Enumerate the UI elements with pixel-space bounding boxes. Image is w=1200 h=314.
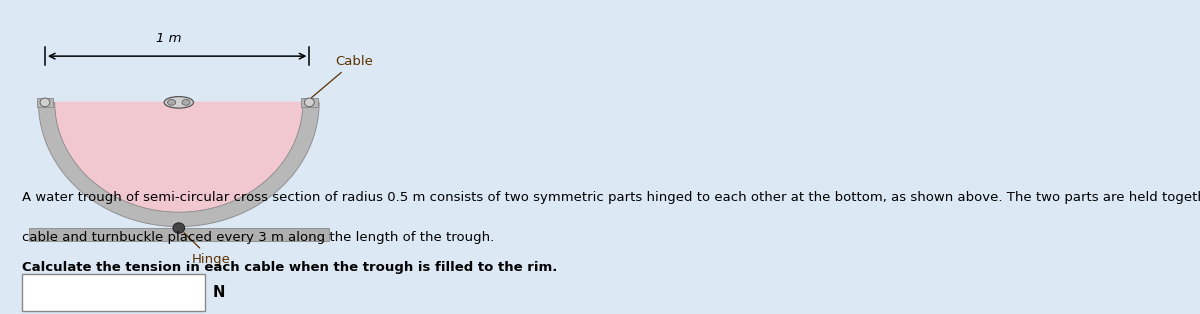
Polygon shape — [55, 102, 302, 212]
Ellipse shape — [164, 97, 193, 108]
Circle shape — [40, 98, 50, 107]
Bar — [29, 228, 329, 241]
FancyBboxPatch shape — [22, 274, 205, 311]
Text: Cable: Cable — [312, 55, 373, 98]
Text: Calculate the tension in each cable when the trough is filled to the rim.: Calculate the tension in each cable when… — [22, 261, 557, 274]
Polygon shape — [38, 102, 319, 227]
Ellipse shape — [182, 100, 190, 105]
Bar — [37, 98, 53, 107]
Circle shape — [305, 98, 314, 107]
Bar — [301, 98, 318, 107]
Text: A water trough of semi-circular cross section of radius 0.5 m consists of two sy: A water trough of semi-circular cross se… — [22, 191, 1200, 204]
Circle shape — [173, 223, 185, 233]
Text: cable and turnbuckle placed every 3 m along the length of the trough.: cable and turnbuckle placed every 3 m al… — [22, 231, 493, 244]
Text: 1 m: 1 m — [156, 32, 181, 45]
Text: N: N — [212, 285, 226, 300]
Ellipse shape — [168, 100, 175, 105]
Text: Hinge: Hinge — [184, 233, 230, 266]
